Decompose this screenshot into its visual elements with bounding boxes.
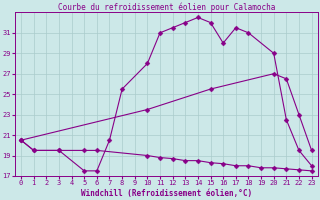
Title: Courbe du refroidissement éolien pour Calamocha: Courbe du refroidissement éolien pour Ca… bbox=[58, 2, 275, 12]
X-axis label: Windchill (Refroidissement éolien,°C): Windchill (Refroidissement éolien,°C) bbox=[81, 189, 252, 198]
